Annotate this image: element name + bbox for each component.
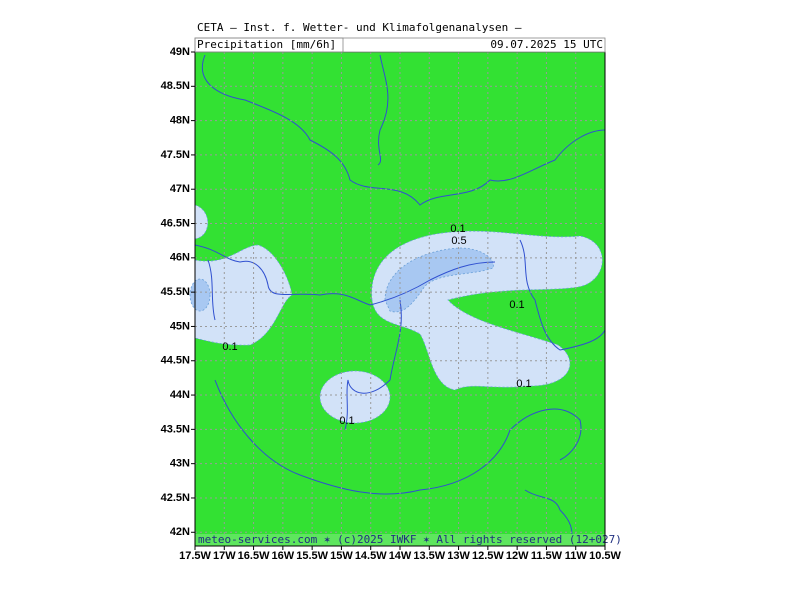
y-tick-label: 43N xyxy=(170,458,190,470)
contour-labels: 0.10.50.10.10.10.1 xyxy=(222,223,531,427)
y-tick-label: 42.5N xyxy=(161,492,190,504)
map-area: 0.10.50.10.10.10.1 meteo-services.com ✶ … xyxy=(189,51,622,547)
border-line xyxy=(194,244,496,306)
river xyxy=(207,259,216,321)
x-tick-label: 11W xyxy=(565,550,588,562)
y-tick-label: 45.5N xyxy=(161,286,190,298)
grid xyxy=(194,51,606,546)
x-tick-label: 16.5W xyxy=(238,550,270,562)
contour-label: 0.1 xyxy=(509,299,524,311)
title: CETA — Inst. f. Wetter- und Klimafolgena… xyxy=(197,21,522,34)
contour-label: 0.1 xyxy=(450,223,465,235)
y-tick-label: 45N xyxy=(170,320,190,332)
axes: 17.5W 17W 16.5W 16W 15.5W 15W 14.5W 14W 13.5W 13W… xyxy=(161,46,622,562)
y-tick-label: 44N xyxy=(170,389,190,401)
precip-area xyxy=(384,247,494,313)
contour-label: 0.1 xyxy=(222,341,237,353)
x-tick-label: 17.5W xyxy=(179,550,211,562)
border-line xyxy=(524,489,573,547)
precip-area xyxy=(319,370,391,424)
contour-label: 0.1 xyxy=(339,415,354,427)
y-tick-label: 48.5N xyxy=(161,80,190,92)
y-tick-label: 43.5N xyxy=(161,423,190,435)
field-box xyxy=(194,37,344,53)
field-name: Precipitation [mm/6h] xyxy=(197,38,336,51)
x-tick-label: 10.5W xyxy=(589,550,621,562)
x-tick-label: 14.5W xyxy=(355,550,387,562)
y-tick-label: 47N xyxy=(170,183,190,195)
precip-area xyxy=(194,244,293,346)
x-tick-label: 14W xyxy=(389,550,412,562)
footer-band xyxy=(195,534,605,546)
y-tick-label: 49N xyxy=(170,46,190,58)
precip-area xyxy=(189,278,211,312)
x-tick-label: 11.5W xyxy=(531,550,563,562)
coast xyxy=(214,379,582,495)
x-tick-label: 16W xyxy=(272,550,295,562)
x-tick-label: 17W xyxy=(213,550,236,562)
contour-label: 0.1 xyxy=(516,378,531,390)
border-line xyxy=(519,239,606,351)
x-tick-label: 12W xyxy=(506,550,529,562)
x-tick-label: 15.5W xyxy=(296,550,328,562)
footer: meteo-services.com ✶ (c)2025 IWKF ✶ All … xyxy=(198,533,622,546)
border-line xyxy=(344,299,402,431)
y-tick-label: 47.5N xyxy=(161,149,190,161)
border-line xyxy=(377,54,389,166)
y-tick-label: 46N xyxy=(170,252,190,264)
borders xyxy=(194,54,606,547)
y-tick-label: 48N xyxy=(170,115,190,127)
valid-time: 09.07.2025 15 UTC xyxy=(490,38,603,51)
y-tick-label: 46.5N xyxy=(161,217,190,229)
x-tick-label: 15W xyxy=(330,550,353,562)
y-tick-label: 42N xyxy=(170,526,190,538)
y-tick-label: 44.5N xyxy=(161,355,190,367)
contour-label: 0.5 xyxy=(451,235,466,247)
x-tick-label: 13.5W xyxy=(413,550,445,562)
x-tick-label: 12.5W xyxy=(472,550,504,562)
x-tick-label: 13W xyxy=(447,550,470,562)
